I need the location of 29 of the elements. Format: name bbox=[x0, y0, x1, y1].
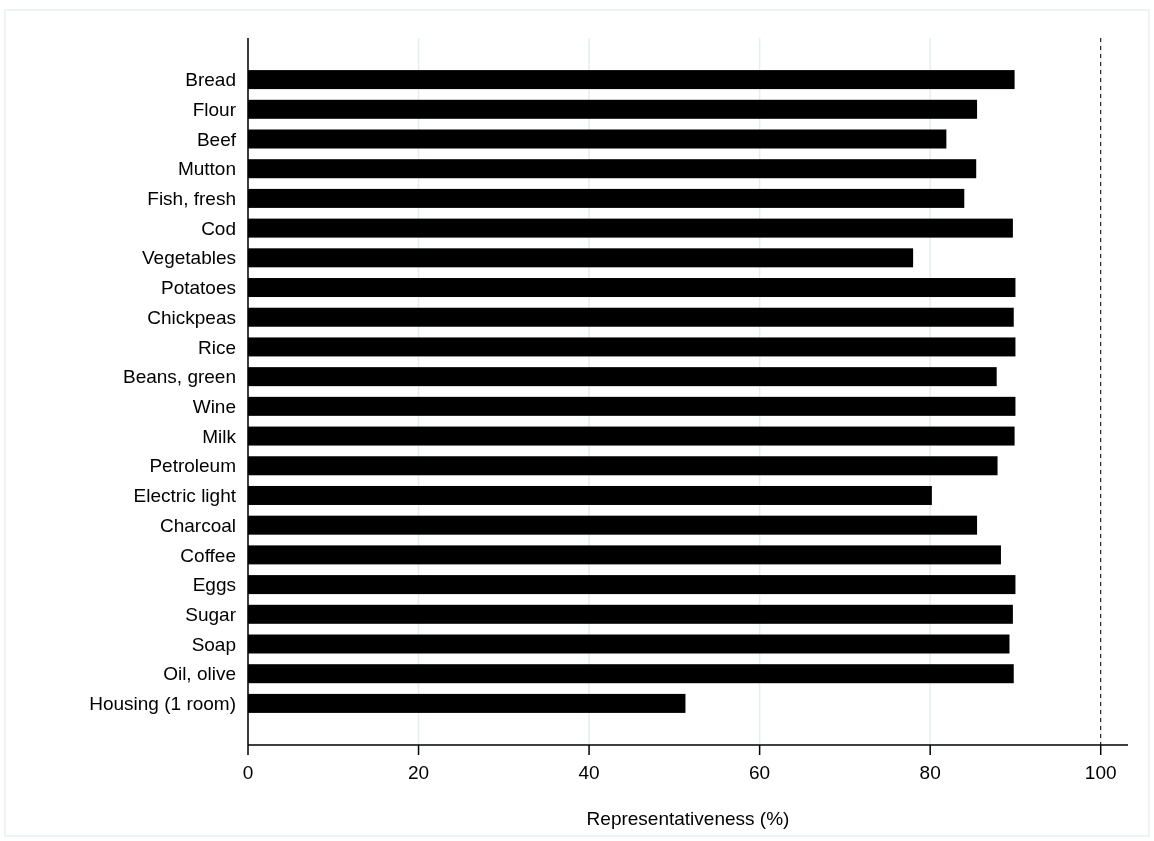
y-tick-label: Cod bbox=[201, 217, 236, 239]
y-tick-label: Beans, green bbox=[122, 366, 236, 388]
x-tick-label: 100 bbox=[1084, 762, 1117, 783]
y-tick-label: Soap bbox=[191, 633, 236, 655]
y-tick-label: Electric light bbox=[133, 485, 237, 507]
y-tick-label: Potatoes bbox=[161, 277, 236, 299]
y-tick-label: Bread bbox=[185, 69, 236, 91]
y-tick-label: Flour bbox=[192, 98, 237, 120]
y-tick-label: Sugar bbox=[185, 603, 237, 625]
x-tick-label: 80 bbox=[919, 762, 941, 783]
y-tick-label: Housing (1 room) bbox=[89, 693, 236, 715]
y-tick-label: Wine bbox=[192, 396, 236, 417]
x-tick-label: 60 bbox=[749, 762, 771, 783]
x-tick-label: 20 bbox=[407, 762, 430, 783]
y-tick-label: Eggs bbox=[192, 574, 236, 596]
x-tick-label: 0 bbox=[242, 762, 254, 783]
x-tick-label: 40 bbox=[578, 762, 600, 783]
y-tick-label: Charcoal bbox=[159, 514, 236, 536]
y-tick-label: Fish, fresh bbox=[147, 188, 236, 210]
y-tick-label: Milk bbox=[202, 425, 237, 447]
y-tick-label: Chickpeas bbox=[147, 306, 236, 328]
y-tick-label: Oil, olive bbox=[163, 663, 236, 685]
y-tick-label: Coffee bbox=[180, 544, 236, 566]
y-tick-label: Vegetables bbox=[141, 247, 236, 269]
x-axis-title: Representativeness (%) bbox=[586, 808, 790, 829]
y-tick-label: Beef bbox=[196, 128, 237, 150]
y-tick-label: Mutton bbox=[177, 158, 236, 180]
y-tick-label: Rice bbox=[197, 336, 236, 358]
y-tick-label: Petroleum bbox=[149, 455, 236, 477]
